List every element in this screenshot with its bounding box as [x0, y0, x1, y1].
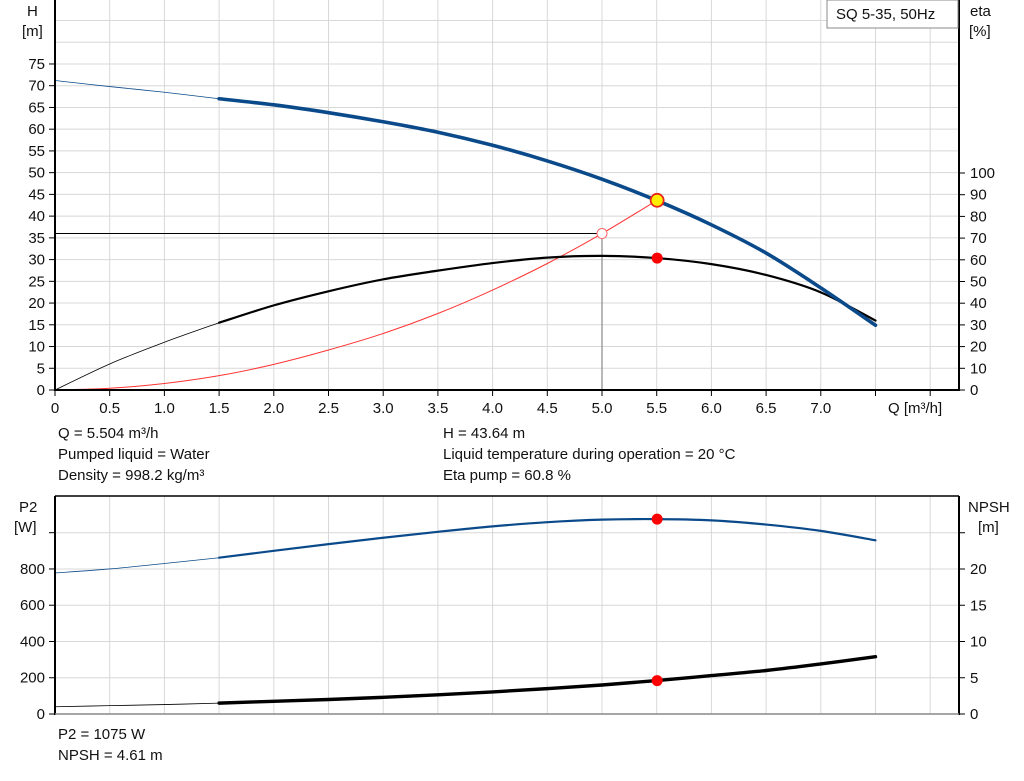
npsh-curve — [217, 655, 878, 705]
duty-point-marker — [649, 192, 665, 208]
x-tick-label: 5.0 — [592, 400, 613, 417]
head-value: H = 43.64 m — [443, 425, 526, 442]
x-tick-label: 4.0 — [482, 400, 503, 417]
npsh-tick-label: 5 — [970, 670, 978, 687]
npsh-value: NPSH = 4.61 m — [58, 747, 163, 764]
eta-tick-label: 40 — [970, 295, 987, 312]
x-tick-label: 1.5 — [209, 400, 230, 417]
eta-duty-point — [651, 252, 663, 264]
h-tick-label: 10 — [28, 339, 45, 356]
p2-value: P2 = 1075 W — [58, 726, 146, 743]
axis-labels: 0 0.5 1.0 1.5 2.0 2.5 3.0 3.5 4.0 4.5 5.0 5.5 6.0 6.5… — [20, 56, 995, 723]
p2-axis-name: P2 — [19, 499, 37, 516]
info-right-top: H = 43.64 m Liquid temperature during op… — [443, 423, 735, 486]
top-chart-curves — [54, 80, 878, 391]
reference-point-marker — [596, 228, 608, 240]
eta-curve — [218, 254, 877, 324]
h-tick-label: 60 — [28, 121, 45, 138]
h-tick-label: 75 — [28, 56, 45, 73]
p2-tick-label: 200 — [20, 670, 45, 687]
h-tick-label: 5 — [37, 360, 45, 377]
x-tick-label: 6.0 — [701, 400, 722, 417]
liquid-temperature: Liquid temperature during operation = 20… — [443, 446, 736, 463]
head-curve-extrapolated — [54, 80, 220, 100]
npsh-curve-extrapolated — [54, 702, 220, 708]
h-tick-label: 70 — [28, 78, 45, 95]
p2-tick-label: 400 — [20, 633, 45, 650]
h-tick-label: 30 — [28, 252, 45, 269]
x-tick-label: 0 — [51, 400, 59, 417]
bottom-chart-curves — [54, 513, 878, 708]
bottom-chart-grid — [55, 496, 959, 714]
eta-tick-label: 80 — [970, 208, 987, 225]
x-tick-label: 1.0 — [154, 400, 175, 417]
x-tick-label: 7.0 — [810, 400, 831, 417]
chart-axes — [49, 0, 965, 715]
pumped-liquid: Pumped liquid = Water — [58, 446, 210, 463]
x-tick-label: 3.5 — [427, 400, 448, 417]
h-tick-label: 15 — [28, 317, 45, 334]
eta-curve-extrapolated — [54, 322, 220, 391]
npsh-tick-label: 0 — [970, 706, 978, 723]
head-curve — [217, 96, 878, 328]
x-tick-label: 5.5 — [646, 400, 667, 417]
x-tick-label: 2.0 — [263, 400, 284, 417]
h-tick-label: 45 — [28, 186, 45, 203]
chart-title: SQ 5-35, 50Hz — [836, 6, 935, 23]
eta-tick-label: 0 — [970, 382, 978, 399]
h-axis-name: H — [27, 3, 38, 20]
info-left-top: Q = 5.504 m³/h Pumped liquid = Water Den… — [58, 423, 210, 486]
h-tick-label: 20 — [28, 295, 45, 312]
system-curve — [54, 200, 657, 391]
h-tick-label: 50 — [28, 165, 45, 182]
eta-tick-label: 60 — [970, 252, 987, 269]
density-value: Density = 998.2 kg/m³ — [58, 467, 205, 484]
eta-tick-label: 10 — [970, 360, 987, 377]
npsh-axis-unit: [m] — [978, 519, 999, 536]
q-axis-label: Q [m³/h] — [888, 400, 942, 417]
h-tick-label: 25 — [28, 273, 45, 290]
top-chart-grid — [55, 0, 959, 390]
p2-curve-extrapolated — [54, 557, 220, 574]
npsh-duty-point — [651, 675, 663, 687]
npsh-axis-name: NPSH — [968, 499, 1010, 516]
x-tick-label: 4.5 — [537, 400, 558, 417]
eta-tick-label: 50 — [970, 274, 987, 291]
eta-tick-label: 70 — [970, 230, 987, 247]
p2-tick-label: 600 — [20, 597, 45, 614]
p2-tick-label: 800 — [20, 561, 45, 578]
npsh-tick-label: 10 — [970, 634, 987, 651]
eta-tick-label: 90 — [970, 187, 987, 204]
x-tick-label: 0.5 — [99, 400, 120, 417]
h-tick-label: 65 — [28, 99, 45, 116]
p2-curve — [218, 517, 877, 559]
chart-title-box: SQ 5-35, 50Hz — [826, 0, 959, 29]
eta-axis-name: eta — [970, 3, 992, 20]
x-tick-label: 3.0 — [373, 400, 394, 417]
eta-pump-value: Eta pump = 60.8 % — [443, 467, 571, 484]
x-tick-label: 6.5 — [756, 400, 777, 417]
info-left-bottom: P2 = 1075 W NPSH = 4.61 m — [58, 724, 163, 766]
p2-duty-point — [651, 513, 663, 525]
p2-axis-unit: [W] — [14, 519, 37, 536]
h-tick-label: 55 — [28, 143, 45, 160]
eta-tick-label: 20 — [970, 339, 987, 356]
h-tick-label: 0 — [37, 382, 45, 399]
eta-axis-unit: [%] — [969, 23, 991, 40]
p2-tick-label: 0 — [37, 706, 45, 723]
x-tick-label: 2.5 — [318, 400, 339, 417]
eta-tick-label: 30 — [970, 317, 987, 334]
flow-value: Q = 5.504 m³/h — [58, 425, 159, 442]
eta-tick-label: 100 — [970, 165, 995, 182]
h-axis-unit: [m] — [22, 23, 43, 40]
npsh-tick-label: 15 — [970, 597, 987, 614]
h-tick-label: 35 — [28, 230, 45, 247]
h-tick-label: 40 — [28, 208, 45, 225]
npsh-tick-label: 20 — [970, 561, 987, 578]
